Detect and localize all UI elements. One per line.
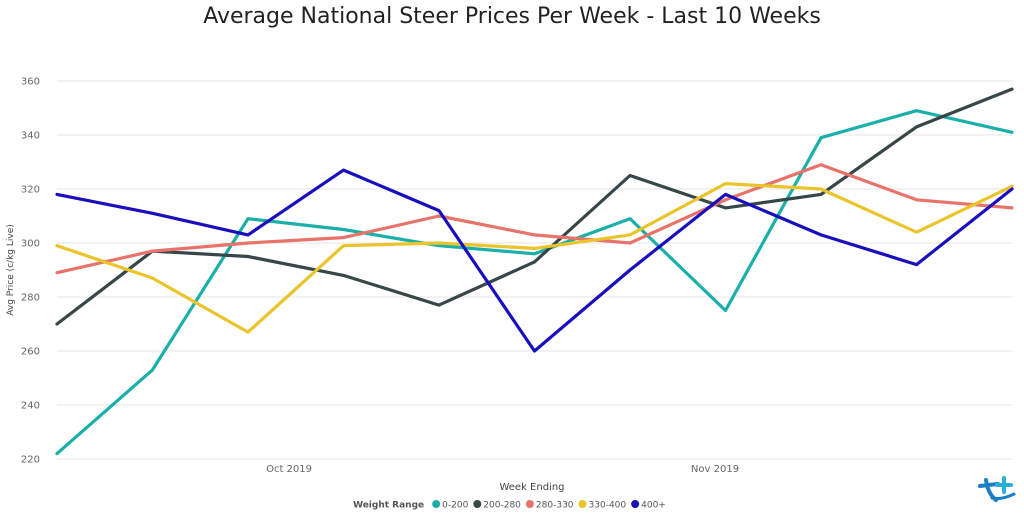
series-line-330-400 xyxy=(55,182,1014,334)
legend-item[interactable]: 330-400 xyxy=(578,500,627,511)
series-line-0-200 xyxy=(55,109,1014,456)
chart-title: Average National Steer Prices Per Week -… xyxy=(203,4,821,29)
y-tick-label: 300 xyxy=(21,239,40,250)
legend-label: 200-280 xyxy=(483,501,521,511)
series-line-400plus xyxy=(55,168,1014,353)
legend-swatch xyxy=(473,500,482,508)
brand-logo-icon xyxy=(978,476,1016,502)
y-tick-label: 280 xyxy=(21,293,40,304)
y-tick-label: 320 xyxy=(21,185,40,196)
legend-swatch xyxy=(525,500,534,508)
legend-label: 0-200 xyxy=(442,501,468,511)
series-line-200-280 xyxy=(55,87,1014,326)
y-axis-label: Avg Price (c/kg Live) xyxy=(6,224,16,316)
x-axis-label: Week Ending xyxy=(499,482,564,493)
legend-label: 330-400 xyxy=(589,501,627,511)
series-line-280-330 xyxy=(55,163,1014,275)
legend-label: 400+ xyxy=(641,501,666,511)
x-axis-ticks: Oct 2019 Nov 2019 xyxy=(266,464,739,475)
y-axis-ticks: 220 240 260 280 300 320 340 360 xyxy=(21,77,40,466)
legend-item[interactable]: 0-200 xyxy=(432,500,469,511)
legend-swatch xyxy=(631,500,640,508)
y-tick-label: 240 xyxy=(21,401,40,412)
y-tick-label: 220 xyxy=(21,455,40,466)
y-tick-label: 260 xyxy=(21,347,40,358)
y-tick-label: 340 xyxy=(21,131,40,142)
legend-item[interactable]: 280-330 xyxy=(525,500,574,511)
series-lines xyxy=(55,87,1014,456)
y-tick-label: 360 xyxy=(21,77,40,88)
legend-swatch xyxy=(432,500,441,508)
legend-label: 280-330 xyxy=(536,501,574,511)
legend-title: Weight Range xyxy=(353,501,424,511)
x-tick-label: Oct 2019 xyxy=(266,464,312,475)
legend-swatch xyxy=(578,500,587,508)
grid-lines xyxy=(57,80,1012,460)
legend-item[interactable]: 400+ xyxy=(631,500,666,511)
legend: Weight Range 0-200 200-280 280-330 330-400 40… xyxy=(353,500,666,511)
x-tick-label: Nov 2019 xyxy=(691,464,739,475)
legend-item[interactable]: 200-280 xyxy=(473,500,521,511)
